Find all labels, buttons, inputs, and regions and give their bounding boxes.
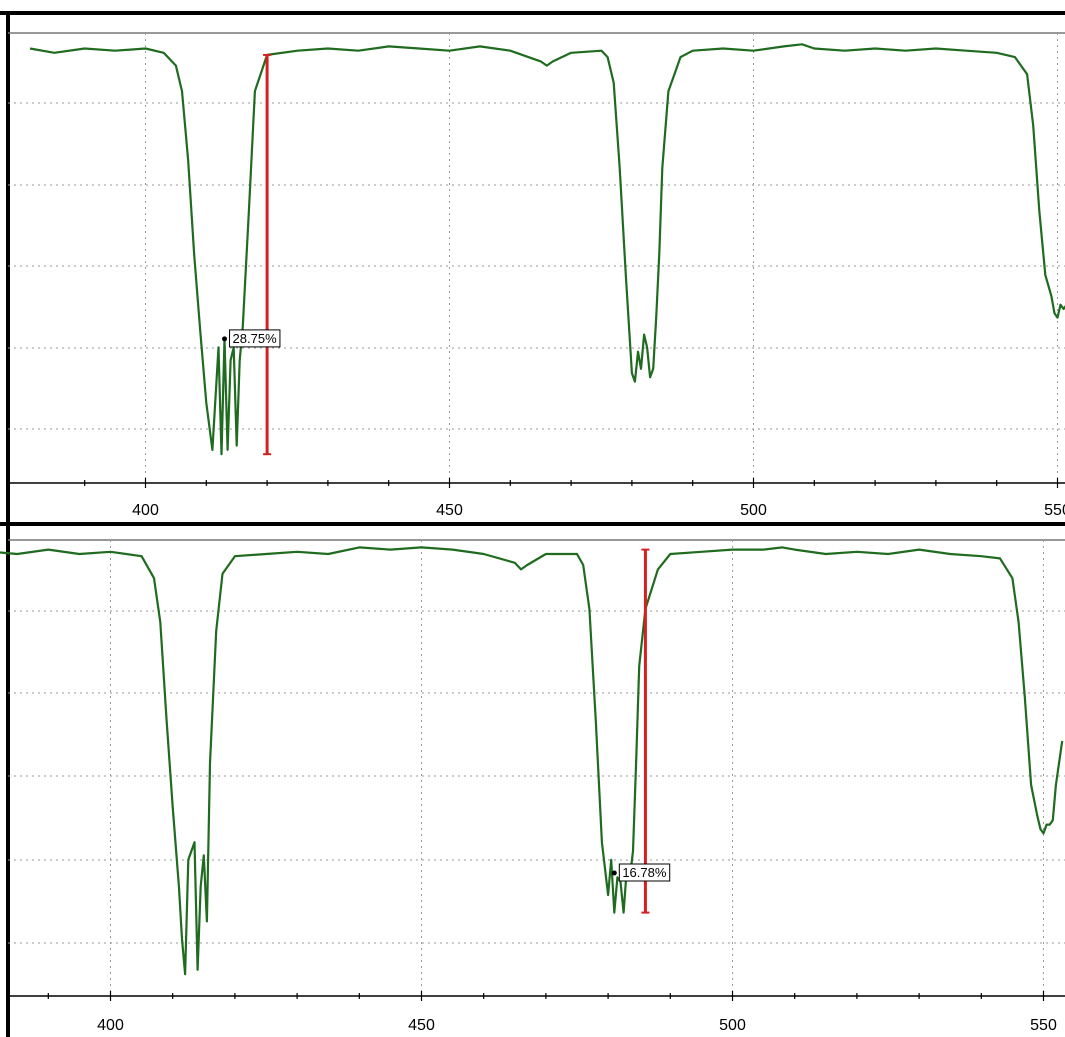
measurement-cursor[interactable]	[641, 548, 650, 914]
marker-callout-label: 28.75%	[233, 331, 278, 346]
marker-callout-box	[229, 329, 281, 348]
x-tick-label: 500	[719, 1017, 746, 1034]
x-tick-label: 550	[1044, 502, 1065, 519]
marker-point	[611, 870, 617, 876]
x-tick-label: 450	[408, 1017, 435, 1034]
marker-callout-label: 16.78%	[622, 865, 667, 880]
x-tick-label: 450	[436, 502, 463, 519]
x-tick-label: 400	[132, 502, 159, 519]
spectrum-trace	[29, 43, 1065, 456]
x-tick-label: 400	[97, 1017, 124, 1034]
x-tick-label: 500	[740, 502, 767, 519]
marker-callout-box	[618, 863, 671, 882]
top-spectrum-panel: 400 450 500 550 28.75%	[0, 11, 1065, 526]
spectrum-trace	[0, 546, 1064, 976]
measurement-cursor[interactable]	[263, 53, 272, 456]
marker-point	[222, 336, 228, 342]
x-tick-label: 550	[1030, 1017, 1057, 1034]
bottom-spectrum-panel: 400 450 500 550 16.78%	[0, 526, 1065, 1037]
